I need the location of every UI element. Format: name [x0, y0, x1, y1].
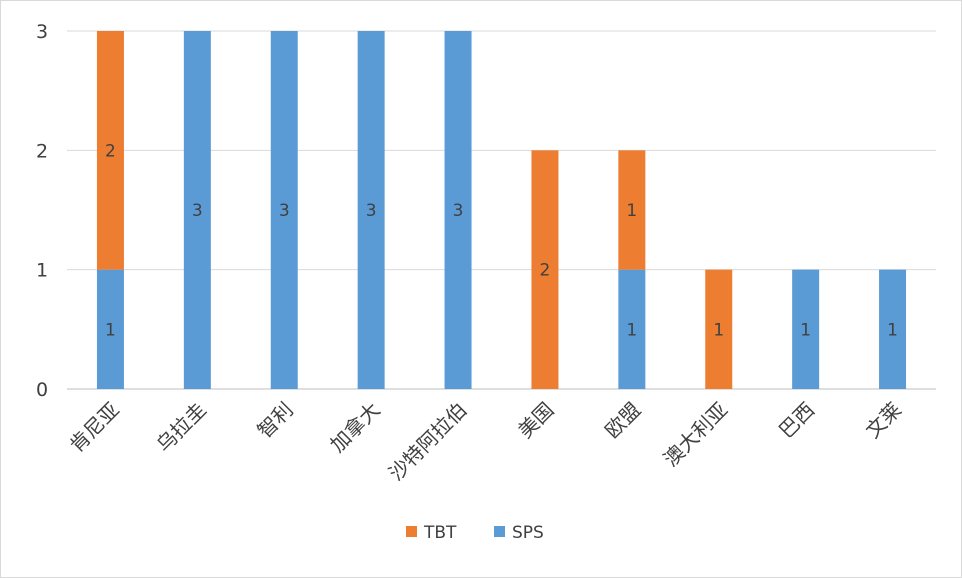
- x-category-label: 美国: [513, 398, 558, 443]
- bar-sps-2: [270, 31, 298, 389]
- data-label-tbt: 2: [105, 141, 116, 161]
- x-category-label: 欧盟: [600, 398, 645, 443]
- bar-sps-3: [357, 31, 385, 389]
- bar-sps-0: [96, 269, 124, 389]
- data-label-sps: 3: [453, 201, 464, 221]
- bar-sps-1: [183, 31, 211, 389]
- x-category-label: 沙特阿拉伯: [384, 398, 472, 486]
- legend: TBT SPS: [406, 523, 544, 543]
- x-category-label: 澳大利亚: [659, 398, 733, 472]
- bar-tbt-5: [531, 150, 559, 389]
- y-axis-ticks: 0 1 2 3: [36, 21, 48, 401]
- data-label-sps: 3: [279, 201, 290, 221]
- bar-tbt-7: [705, 269, 733, 389]
- x-category-label: 加拿大: [325, 398, 384, 457]
- legend-swatch-sps: [494, 526, 505, 537]
- bar-sps-6: [618, 269, 646, 389]
- bar-tbt-6: [618, 150, 646, 270]
- data-label-sps: 1: [105, 320, 116, 340]
- legend-label-sps: SPS: [512, 523, 544, 543]
- data-label-sps: 1: [800, 320, 811, 340]
- x-axis-categories: 肯尼亚 乌拉圭 智利 加拿大 沙特阿拉伯 美国 欧盟 澳大利亚 巴西 文莱: [65, 398, 906, 486]
- y-tick-label: 3: [36, 21, 48, 43]
- data-labels: 1 2 3 3 3 3 2 1 1 1 1 1: [105, 141, 898, 340]
- x-category-label: 文莱: [861, 398, 906, 443]
- data-label-sps: 1: [887, 320, 898, 340]
- data-label-sps: 1: [626, 320, 637, 340]
- bar-tbt-0: [96, 31, 124, 270]
- data-label-sps: 3: [192, 201, 203, 221]
- legend-label-tbt: TBT: [423, 523, 457, 543]
- data-label-tbt: 1: [626, 201, 637, 221]
- x-category-label: 乌拉圭: [151, 398, 210, 457]
- data-label-tbt: 1: [713, 320, 724, 340]
- y-tick-label: 2: [36, 140, 48, 162]
- bar-sps-4: [444, 31, 472, 389]
- gridlines: [67, 30, 936, 390]
- data-label-sps: 3: [366, 201, 377, 221]
- bar-sps-9: [879, 269, 907, 389]
- x-category-label: 巴西: [774, 398, 819, 443]
- bar-sps-8: [792, 269, 820, 389]
- x-category-label: 肯尼亚: [65, 398, 124, 457]
- y-tick-label: 0: [36, 379, 48, 401]
- data-label-tbt: 2: [540, 261, 551, 281]
- bars: [96, 31, 907, 389]
- x-category-label: 智利: [253, 398, 298, 443]
- legend-swatch-tbt: [406, 526, 417, 537]
- y-tick-label: 1: [36, 260, 48, 282]
